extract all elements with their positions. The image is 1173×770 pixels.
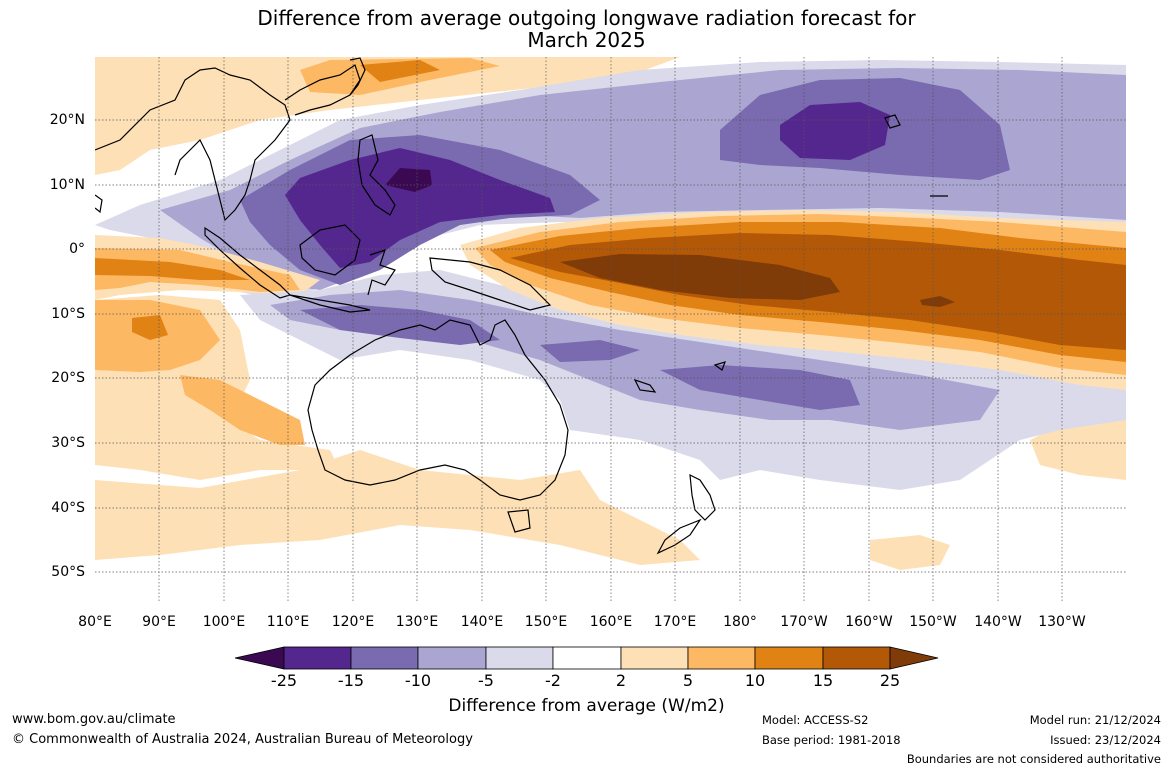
lat-label: 30°S [51, 435, 85, 451]
lon-label: 140°W [974, 614, 1022, 630]
lat-label: 40°S [51, 500, 85, 516]
lon-label: 150°W [909, 614, 957, 630]
lat-label: 50°S [51, 564, 85, 580]
map-title-line1: Difference from average outgoing longwav… [257, 6, 916, 30]
colorbar-swatch-1 [283, 646, 352, 670]
lon-label: 160°E [589, 614, 633, 630]
coastlines [95, 57, 948, 555]
lon-label: 110°E [266, 614, 310, 630]
colorbar-swatch-2 [350, 646, 419, 670]
disclaimer-text: Boundaries are not considered authoritat… [906, 752, 1161, 766]
colorbar-label: Difference from average (W/m2) [448, 696, 725, 716]
contour-10-15-north [360, 60, 440, 82]
colorbar-swatch-3 [417, 646, 487, 670]
colorbar [234, 646, 939, 670]
colorbar-tick-label: 2 [615, 671, 627, 690]
model-run-date: Model run: 21/12/2024 [1029, 713, 1161, 727]
colorbar-swatch-5 [552, 646, 622, 670]
lon-label: 120°E [331, 614, 375, 630]
contour-neg10-neg15-south2 [540, 340, 640, 362]
lat-label: 20°S [51, 370, 85, 386]
lon-label: 90°E [142, 614, 176, 630]
contour-2-5-north [95, 57, 640, 175]
contour-2-5-south [95, 450, 700, 565]
colorbar-swatch-6 [620, 646, 689, 670]
colorbar-tick-label: 25 [879, 671, 901, 690]
anomaly-shading [95, 57, 1126, 602]
contour-2-5-ne [500, 57, 680, 80]
website-link[interactable]: www.bom.gov.au/climate [12, 712, 176, 727]
lat-label: 10°S [51, 306, 85, 322]
colorbar-tick-label: -15 [337, 671, 365, 690]
lon-label: 100°E [202, 614, 246, 630]
contour-above-25-pacific [560, 254, 840, 300]
lon-label: 130°W [1038, 614, 1086, 630]
colorbar-tick-label: -5 [478, 671, 494, 690]
lon-label: 80°E [78, 614, 112, 630]
colorbar-tick-label: 5 [682, 671, 694, 690]
map-title-line2: March 2025 [527, 28, 646, 52]
contour-above-25-blob [920, 296, 955, 307]
graticule [95, 57, 1126, 602]
contour-5-10-sw2 [180, 375, 305, 445]
lon-label: 140°E [460, 614, 504, 630]
colorbar-swatch-0 [234, 646, 285, 670]
lon-label: 160°W [845, 614, 893, 630]
copyright-text: © Commonwealth of Australia 2024, Austra… [12, 732, 473, 747]
colorbar-swatch-7 [687, 646, 756, 670]
colorbar-swatch-10 [889, 646, 939, 670]
contour-neg10-neg15-south3 [660, 365, 860, 410]
contour-10-15-indian [95, 258, 250, 280]
base-period-info: Base period: 1981-2018 [762, 733, 901, 747]
lon-label: 180° [723, 614, 757, 630]
contour-2-5-se [870, 535, 950, 570]
contour-2-5-far-se [1030, 420, 1126, 480]
colorbar-tick-label: 15 [812, 671, 834, 690]
model-info: Model: ACCESS-S2 [762, 713, 869, 727]
lon-label: 130°E [395, 614, 439, 630]
colorbar-tick-label: 10 [744, 671, 766, 690]
colorbar-tick-label: -2 [545, 671, 561, 690]
contour-neg15-neg25-east [780, 102, 890, 160]
colorbar-tick-label: -10 [404, 671, 432, 690]
colorbar-swatch-9 [822, 646, 891, 670]
colorbar-tick-label: -25 [270, 671, 298, 690]
lon-label: 170°W [780, 614, 828, 630]
contour-below-neg25 [385, 168, 432, 192]
lon-label: 150°E [524, 614, 568, 630]
lon-label: 170°E [653, 614, 697, 630]
contour-neg15-neg25 [285, 148, 555, 268]
colorbar-swatch-8 [754, 646, 824, 670]
colorbar-swatch-4 [485, 646, 554, 670]
contour-neg10-neg15-south [300, 305, 500, 345]
issued-date: Issued: 23/12/2024 [1050, 733, 1161, 747]
lat-label: 10°N [49, 177, 85, 193]
lat-label: 20°N [49, 112, 85, 128]
lat-label: 0° [69, 241, 85, 257]
